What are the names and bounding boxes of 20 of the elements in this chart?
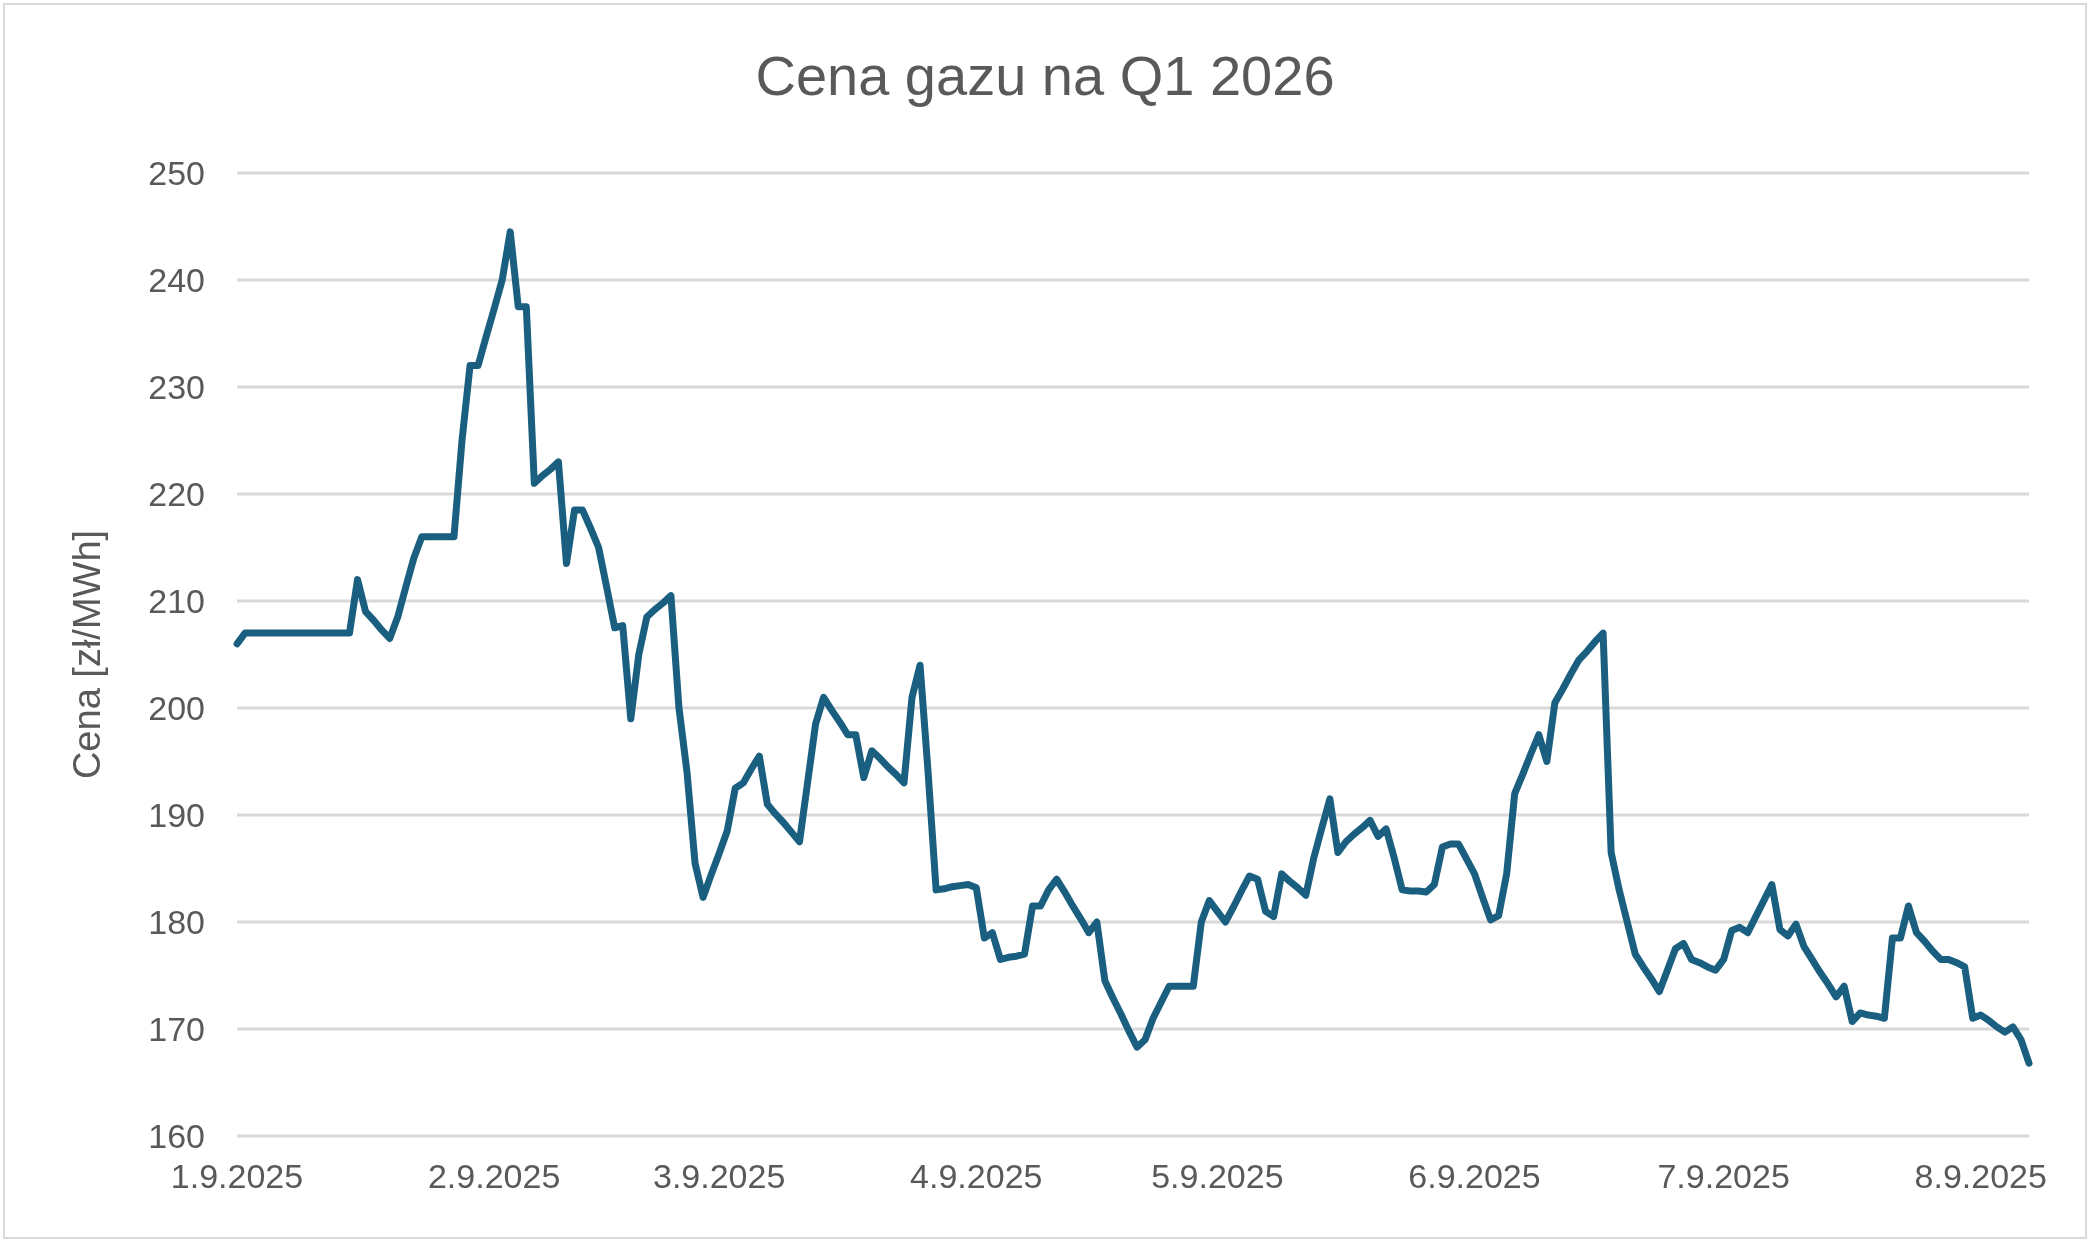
y-axis-title: Cena [zł/MWh]: [66, 529, 108, 780]
x-tick-label: 6.9.2025: [1408, 1157, 1541, 1195]
x-tick-label: 8.9.2025: [1914, 1157, 2047, 1195]
y-tick-label: 250: [148, 153, 205, 192]
x-tick-label: 7.9.2025: [1657, 1157, 1790, 1195]
y-tick-label: 170: [148, 1009, 205, 1048]
x-tick-label: 5.9.2025: [1151, 1157, 1284, 1195]
x-tick-label: 1.9.2025: [170, 1157, 304, 1195]
y-tick-label: 160: [148, 1116, 205, 1155]
y-tick-label: 230: [148, 367, 205, 406]
y-tick-label: 180: [148, 902, 205, 941]
x-tick-label: 2.9.2025: [427, 1157, 561, 1195]
x-tick-label: 3.9.2025: [652, 1157, 786, 1195]
y-tick-label: 220: [148, 474, 205, 513]
y-tick-label: 240: [148, 260, 205, 299]
chart-title: Cena gazu na Q1 2026: [755, 44, 1335, 107]
y-tick-label: 200: [148, 688, 205, 727]
y-tick-label: 190: [148, 795, 205, 834]
x-tick-label: 4.9.2025: [910, 1157, 1043, 1195]
y-tick-label: 210: [148, 581, 205, 620]
